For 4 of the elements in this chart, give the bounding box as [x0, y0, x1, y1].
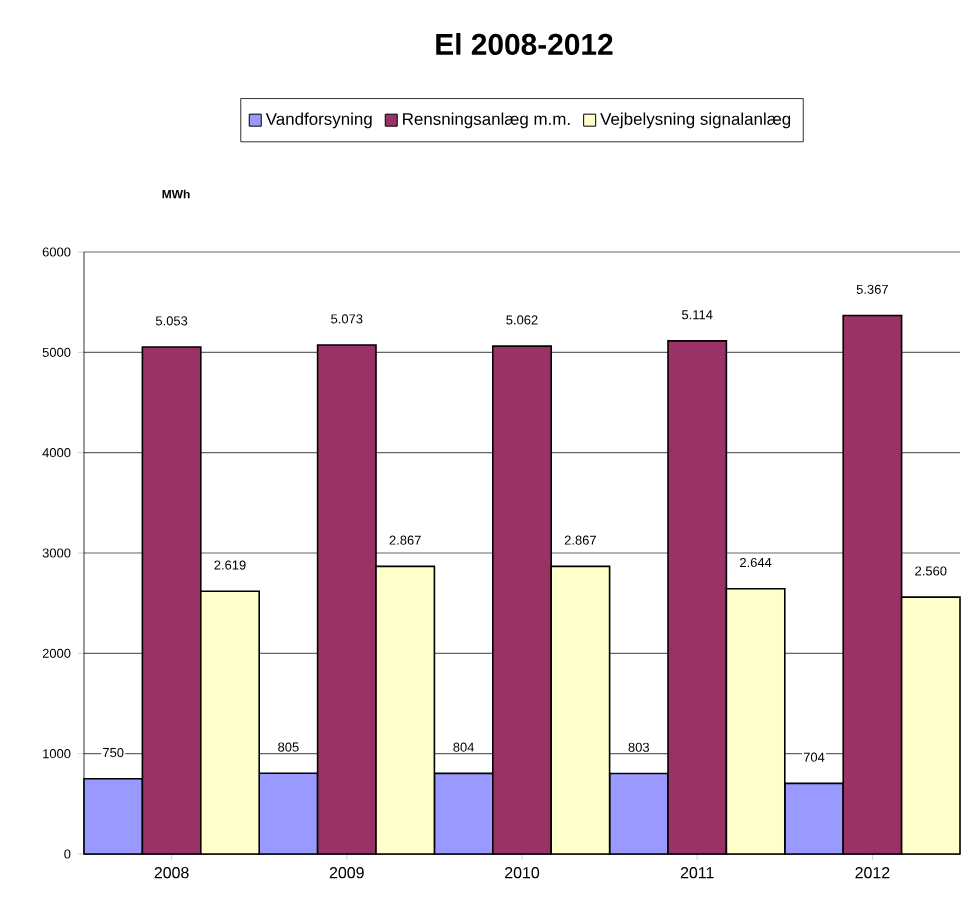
legend-label: Rensningsanlæg m.m.: [403, 112, 570, 129]
chart-title: El 2008-2012: [436, 33, 613, 55]
legend-label: Vejbelysning signalanlæg: [600, 112, 791, 129]
legend-label: Vandforsyning: [265, 112, 372, 129]
